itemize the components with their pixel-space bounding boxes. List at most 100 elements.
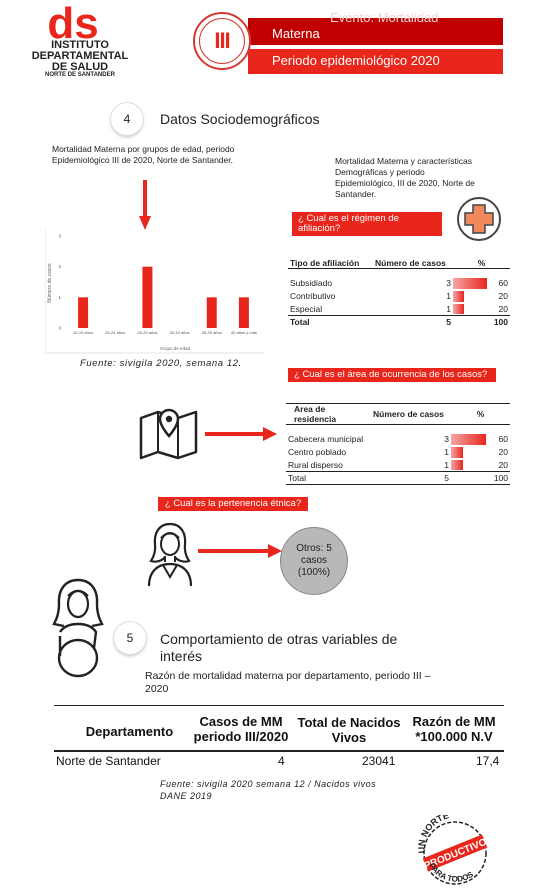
table-row: Cabecera municipal 3 60 (286, 433, 510, 446)
regimen-row-pct: 20 (453, 290, 510, 303)
regimen-row-name: Contributivo (290, 291, 336, 301)
table-row: Especial 1 20 (288, 303, 510, 316)
chart-bar (206, 297, 217, 328)
area-row-pct: 20 (451, 446, 510, 459)
header-period-bar (248, 49, 503, 74)
pregnant-woman-icon (52, 578, 104, 678)
age-group-bar-chart: Número de casos Grupo de edad 0 1 2 3 10-19… (45, 228, 265, 354)
area-total-name: Total (288, 473, 306, 483)
institute-logo-icon: ds (47, 2, 98, 42)
regimen-total-pct: 100 (493, 317, 508, 328)
regimen-row-pct: 60 (453, 277, 510, 290)
table-row: Centro poblado 1 20 (286, 446, 510, 459)
chart-bar (142, 266, 153, 328)
chart-caption: Mortalidad Materna por grupos de edad, p… (52, 144, 235, 165)
regimen-header-cases: Número de casos (375, 258, 446, 268)
regimen-row-cases: 1 (446, 291, 451, 301)
table-row: Rural disperso 1 20 (286, 459, 510, 472)
area-row-cases: 1 (444, 447, 449, 457)
chart-bar (238, 297, 249, 328)
chart-xtick-label: 40 años y más (231, 330, 257, 335)
area-header-pct: % (476, 409, 485, 419)
ratio-table: Departamento Casos de MM periodo III/202… (54, 705, 504, 773)
ratio-cell-razon: 17,4 (476, 754, 500, 768)
table-row: Subsidiado 3 60 (288, 277, 510, 290)
ratio-header-departamento: Departamento (85, 724, 174, 739)
chart-xlabel: Grupo de edad (160, 346, 191, 351)
regimen-row-cases: 3 (446, 278, 451, 288)
regimen-row-name: Subsidiado (290, 278, 333, 288)
area-header-type: Area de residencia (294, 404, 337, 424)
area-row-name: Cabecera municipal (288, 434, 364, 444)
svg-text:UN NORTE: UN NORTE (416, 815, 449, 854)
regimen-header-type: Tipo de afiliación (290, 258, 360, 268)
section-5-title: Comportamiento de otras variables de int… (160, 631, 398, 664)
regimen-row-cases: 1 (446, 303, 451, 314)
woman-icon (147, 522, 193, 587)
down-arrow-icon (139, 180, 151, 230)
chart-ylabel: Número de casos (47, 263, 53, 303)
table-caption: Mortalidad Materna y características Dem… (335, 156, 475, 199)
area-row-name: Centro poblado (288, 447, 347, 457)
right-arrow-icon (198, 544, 282, 558)
regimen-table: Tipo de afiliación Número de casos % Sub… (288, 258, 510, 329)
productivo-stamp-icon: UN NORTE PRODUCTIVO PARA TODOS (416, 815, 489, 885)
section-4-badge: 4 (111, 103, 143, 135)
area-total-cases: 5 (444, 473, 449, 483)
ethnicity-summary-circle: Otros: 5 casos (100%) (280, 527, 348, 595)
area-header-cases: Número de casos (373, 409, 444, 419)
svg-text:ds: ds (47, 2, 98, 42)
section-4-title: Datos Sociodemográficos (160, 111, 320, 127)
table-row: Contributivo 1 20 (288, 290, 510, 303)
area-table: Area de residencia Número de casos % Cab… (286, 403, 510, 485)
header-event-bar (248, 18, 503, 45)
section-5-badge: 5 (114, 622, 146, 654)
regimen-row-name: Especial (290, 303, 323, 314)
chart-ytick-label: 1 (58, 295, 61, 300)
header-event-label: Evento: Mortalidad (330, 10, 439, 25)
ratio-cell-casos: 4 (278, 754, 285, 768)
area-row-name: Rural disperso (288, 459, 343, 470)
period-roman: III (199, 18, 245, 64)
ratio-table-divider (54, 750, 504, 752)
right-arrow-icon (205, 427, 277, 441)
area-row-pct: 20 (451, 459, 510, 472)
fuente-sivigila: Fuente: sivigila 2020, semana 12. (80, 358, 242, 369)
svg-text:PARA TODOS: PARA TODOS (427, 861, 475, 883)
header-period-label: Periodo epidemiológico 2020 (272, 53, 440, 68)
regimen-total-cases: 5 (446, 317, 451, 328)
ratio-cell-nacidos: 23041 (362, 754, 396, 768)
ethnicity-question-label: ¿ Cual es la pertenencia étnica? (158, 497, 308, 511)
chart-ytick-label: 2 (58, 264, 61, 269)
fuente-dane: Fuente: sivigila 2020 semana 12 / Nacido… (160, 779, 377, 801)
area-row-cases: 3 (444, 434, 449, 444)
period-number-badge: III (193, 12, 251, 70)
section-5-caption: Razón de mortalidad materna por departam… (145, 670, 431, 695)
chart-xtick-label: 30-34 años (170, 330, 190, 335)
chart-xtick-label: 20-24 años (105, 330, 125, 335)
chart-ytick-label: 3 (58, 234, 61, 239)
institute-name: INSTITUTO DEPARTAMENTAL DE SALUD (31, 39, 129, 73)
regimen-row-pct: 20 (453, 303, 510, 316)
map-pin-icon (139, 408, 198, 460)
regimen-question-label: ¿ Cual es el régimen de afiliación? (292, 212, 442, 236)
ratio-header-nacidos: Total de Nacidos Vivos (297, 715, 401, 745)
section-4-number: 4 (123, 112, 131, 126)
area-total-pct: 100 (493, 473, 508, 483)
area-row-pct: 60 (451, 433, 510, 446)
chart-xtick-label: 10-19 años (73, 330, 93, 335)
chart-xtick-label: 25-29 años (137, 330, 157, 335)
chart-xtick-label: 35-39 años (202, 330, 222, 335)
ratio-cell-departamento: Norte de Santander (56, 754, 161, 768)
chart-bar (78, 297, 89, 328)
ratio-header-razon: Razón de MM *100.000 N.V (412, 714, 496, 744)
area-row-cases: 1 (444, 459, 449, 470)
area-question-label: ¿ Cual es el área de ocurrencia de los c… (288, 368, 496, 382)
regimen-header-pct: % (477, 258, 486, 268)
regimen-total-name: Total (290, 317, 310, 328)
header-event-name: Materna (272, 26, 320, 41)
health-cross-icon (457, 197, 501, 241)
ratio-header-casos: Casos de MM periodo III/2020 (193, 714, 289, 744)
section-5-number: 5 (126, 631, 134, 645)
table-row-total: Total 5 100 (288, 315, 510, 329)
